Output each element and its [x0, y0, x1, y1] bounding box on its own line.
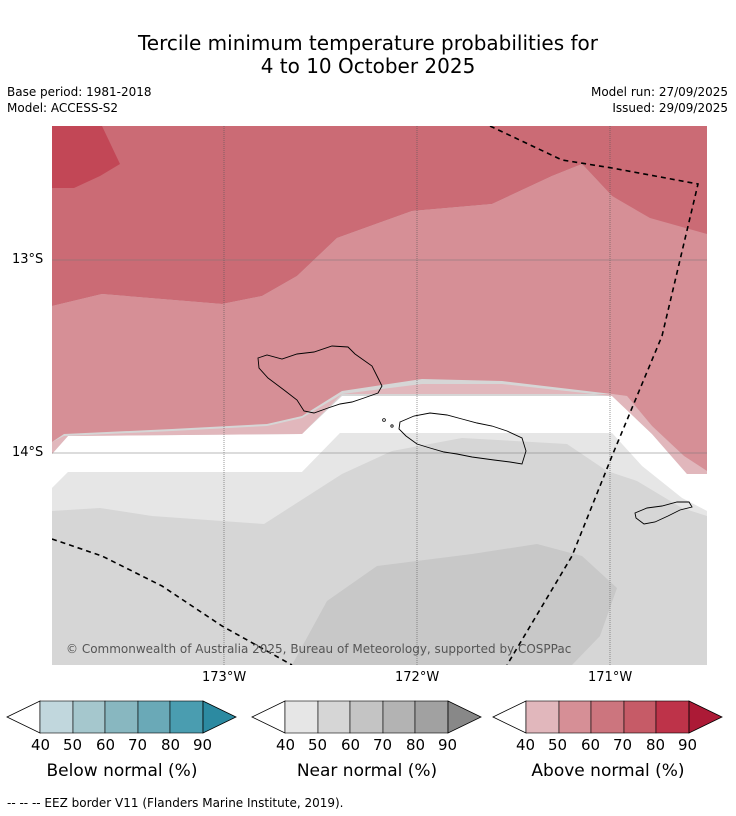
colorbar-above-tick-60: 60 [581, 736, 601, 754]
colorbar-near-seg-50 [317, 700, 351, 734]
colorbar-below-tick-80: 80 [161, 736, 181, 754]
colorbar-near-seg-80 [414, 700, 449, 734]
colorbar-above-tick-80: 80 [646, 736, 666, 754]
colorbar-near-normal [251, 700, 482, 734]
upolu-island [398, 412, 527, 465]
colorbar-near-tick-40: 40 [276, 736, 296, 754]
colorbar-below-tick-70: 70 [128, 736, 148, 754]
lat-gridlines [52, 259, 707, 454]
colorbar-near-tick-80: 80 [406, 736, 426, 754]
base-period-label: Base period: 1981-2018 [7, 85, 152, 99]
region-near-40 [52, 433, 707, 524]
colorbar-below-title: Below normal (%) [46, 761, 198, 781]
manono-islet [382, 418, 386, 422]
colorbar-below-tick-50: 50 [63, 736, 83, 754]
colorbar-above-seg-40 [525, 700, 560, 734]
colorbar-above-seg-70 [623, 700, 657, 734]
colorbar-above-title: Above normal (%) [531, 761, 685, 781]
colorbar-above-arrow-right [688, 700, 723, 734]
lon-label-173w: 173°W [202, 670, 247, 685]
eez-border-south [52, 538, 293, 665]
colorbar-below-seg-40 [39, 700, 74, 734]
probability-map: © Commonwealth of Australia 2025, Bureau… [52, 126, 707, 665]
region-near-60 [292, 544, 617, 665]
eez-footnote: -- -- -- EEZ border V11 (Flanders Marine… [7, 796, 344, 810]
colorbar-near-tick-70: 70 [373, 736, 393, 754]
colorbar-above-tick-70: 70 [613, 736, 633, 754]
colorbar-below-seg-50 [72, 700, 106, 734]
colorbar-near-tick-60: 60 [341, 736, 361, 754]
savaii-island [257, 345, 383, 414]
colorbar-near-seg-60 [349, 700, 384, 734]
colorbar-near-tick-90: 90 [438, 736, 458, 754]
colorbar-below-tick-40: 40 [31, 736, 51, 754]
colorbar-below-seg-80 [169, 700, 204, 734]
colorbar-above-arrow-left [492, 700, 527, 734]
map-title-line1: Tercile minimum temperature probabilitie… [137, 31, 599, 55]
colorbar-above-seg-50 [558, 700, 592, 734]
apolima-islet [390, 424, 394, 428]
tutuila-island [634, 501, 693, 525]
colorbar-near-arrow-left [251, 700, 286, 734]
colorbar-above-seg-60 [590, 700, 625, 734]
colorbar-near-tick-50: 50 [308, 736, 328, 754]
lon-label-172w: 172°W [395, 670, 440, 685]
lat-label-14s: 14°S [12, 445, 44, 460]
colorbar-near-arrow-right [447, 700, 482, 734]
colorbar-below-arrow-right [202, 700, 237, 734]
colorbar-below-tick-60: 60 [96, 736, 116, 754]
model-run-label: Model run: 27/09/2025 [590, 85, 728, 99]
colorbar-below-arrow-left [6, 700, 41, 734]
map-copyright: © Commonwealth of Australia 2025, Bureau… [66, 642, 571, 656]
colorbar-above-tick-40: 40 [516, 736, 536, 754]
region-neutral [52, 396, 707, 511]
lon-label-171w: 171°W [588, 670, 633, 685]
colorbar-near-seg-70 [382, 700, 416, 734]
colorbar-near-title: Near normal (%) [296, 761, 438, 781]
region-above-80 [52, 126, 120, 188]
colorbar-above-tick-50: 50 [548, 736, 568, 754]
issued-label: Issued: 29/09/2025 [612, 101, 728, 115]
colorbar-below-seg-70 [137, 700, 171, 734]
colorbar-below-tick-90: 90 [193, 736, 213, 754]
model-label: Model: ACCESS-S2 [7, 101, 119, 115]
colorbar-below-seg-60 [104, 700, 139, 734]
colorbar-above-tick-90: 90 [678, 736, 698, 754]
region-above-70 [52, 126, 707, 306]
region-above-60 [52, 164, 707, 471]
colorbar-near-seg-40 [284, 700, 319, 734]
colorbar-below-normal [6, 700, 237, 734]
map-title-line2: 4 to 10 October 2025 [260, 54, 476, 78]
colorbar-above-normal [492, 700, 723, 734]
colorbar-above-seg-80 [655, 700, 690, 734]
lat-label-13s: 13°S [12, 252, 44, 267]
